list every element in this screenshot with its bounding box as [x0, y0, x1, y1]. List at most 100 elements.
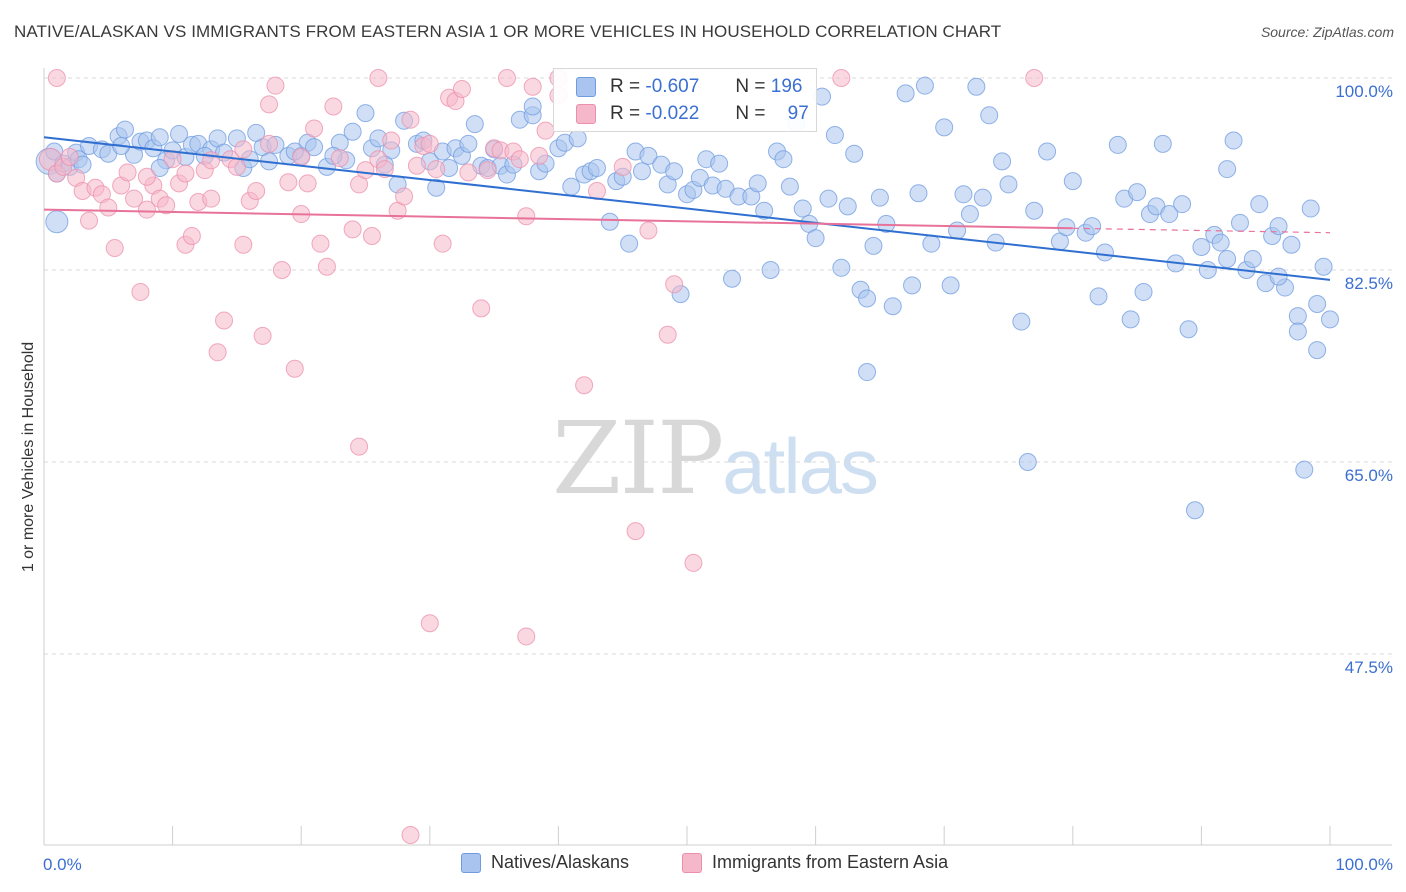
y-tick-label: 65.0%: [1345, 466, 1393, 485]
native-point: [1025, 201, 1044, 220]
stats-legend: R = -0.607 N = 196 R = -0.022 N = 97: [553, 68, 817, 132]
immigrant-point: [292, 147, 311, 166]
immigrant-point: [305, 119, 324, 138]
native-point: [806, 229, 825, 248]
immigrant-point: [530, 146, 549, 165]
immigrant-point: [163, 150, 182, 169]
native-point: [1301, 199, 1320, 218]
native-point: [1218, 250, 1237, 269]
immigrant-point: [1025, 69, 1044, 87]
native-point: [1192, 237, 1211, 256]
immigrant-point: [47, 69, 66, 87]
native-point: [1179, 320, 1198, 339]
immigrant-trend-extension: [1072, 227, 1331, 234]
legend-item-immigrants[interactable]: Immigrants from Eastern Asia: [682, 852, 948, 873]
immigrant-point: [234, 235, 253, 254]
immigrant-point: [137, 167, 156, 186]
native-point: [1153, 134, 1172, 153]
immigrant-point: [420, 134, 439, 153]
native-point: [1288, 322, 1307, 341]
r-value: -0.022: [645, 103, 700, 124]
immigrant-point: [523, 77, 542, 96]
native-point: [793, 199, 812, 218]
n-value: 97: [787, 103, 809, 124]
native-point: [459, 134, 478, 153]
immigrant-point: [99, 198, 118, 217]
immigrant-point: [227, 157, 246, 176]
native-point: [1218, 160, 1237, 179]
native-point: [343, 122, 362, 141]
native-point: [639, 146, 658, 165]
immigrant-point: [272, 261, 291, 279]
native-point: [858, 289, 877, 308]
native-point: [247, 123, 266, 142]
native-point: [870, 188, 889, 207]
watermark: ZIPatlas: [552, 400, 879, 517]
immigrant-point: [459, 163, 478, 182]
native-point: [620, 234, 639, 253]
immigrant-point: [234, 140, 253, 159]
immigrant-point: [324, 97, 343, 116]
native-point: [1173, 195, 1192, 214]
native-point: [465, 115, 484, 134]
legend-swatch-immigrants: [682, 852, 702, 873]
chart-title: NATIVE/ALASKAN VS IMMIGRANTS FROM EASTER…: [14, 22, 1002, 41]
immigrant-point: [208, 343, 227, 362]
immigrant-point: [137, 200, 156, 219]
immigrant-point: [665, 275, 684, 294]
native-point: [356, 104, 375, 123]
immigrant-point: [536, 121, 555, 140]
native-point: [748, 174, 767, 193]
immigrant-point: [433, 234, 452, 253]
native-point: [858, 363, 877, 382]
native-point: [896, 84, 915, 103]
native-point: [1250, 195, 1269, 214]
native-point: [999, 175, 1018, 194]
native-point: [1282, 235, 1301, 254]
immigrant-trend-line: [43, 208, 1073, 230]
native-point: [993, 152, 1012, 171]
immigrant-point: [369, 69, 388, 87]
r-label: R =: [610, 76, 641, 97]
n-value: 196: [770, 76, 803, 97]
y-tick-label: 82.5%: [1345, 274, 1393, 293]
native-point: [755, 201, 774, 220]
stats-row-immigrants: R = -0.022 N = 97: [576, 101, 809, 127]
immigrant-point: [157, 196, 176, 215]
native-point: [1134, 282, 1153, 301]
immigrant-point: [343, 220, 362, 239]
native-point: [832, 258, 851, 277]
native-point: [960, 205, 979, 224]
native-point: [1243, 250, 1262, 269]
legend-item-natives[interactable]: Natives/Alaskans: [461, 852, 629, 873]
watermark-atlas: atlas: [722, 422, 879, 510]
immigrant-point: [285, 359, 304, 378]
immigrant-point: [350, 437, 369, 456]
immigrant-point: [202, 189, 221, 208]
legend-label-immigrants: Immigrants from Eastern Asia: [712, 852, 949, 872]
native-point: [1314, 257, 1333, 276]
immigrant-point: [575, 376, 594, 395]
immigrant-point: [517, 207, 536, 226]
native-point: [600, 212, 619, 231]
immigrant-point: [452, 79, 471, 98]
immigrant-point: [472, 299, 491, 318]
immigrant-point: [401, 110, 420, 129]
native-point: [723, 269, 742, 288]
native-point: [774, 150, 793, 169]
native-point: [1012, 312, 1031, 331]
immigrant-point: [253, 326, 272, 345]
r-value: -0.607: [645, 76, 700, 97]
native-point: [1128, 183, 1147, 202]
native-point: [909, 184, 928, 203]
native-point: [1308, 295, 1327, 314]
immigrant-point: [215, 311, 234, 330]
native-point: [1160, 205, 1179, 224]
native-point: [825, 126, 844, 145]
immigrant-point: [684, 553, 703, 572]
immigrant-point: [478, 161, 497, 180]
n-label: N =: [735, 103, 766, 124]
native-point: [150, 158, 169, 177]
native-point: [523, 97, 542, 116]
